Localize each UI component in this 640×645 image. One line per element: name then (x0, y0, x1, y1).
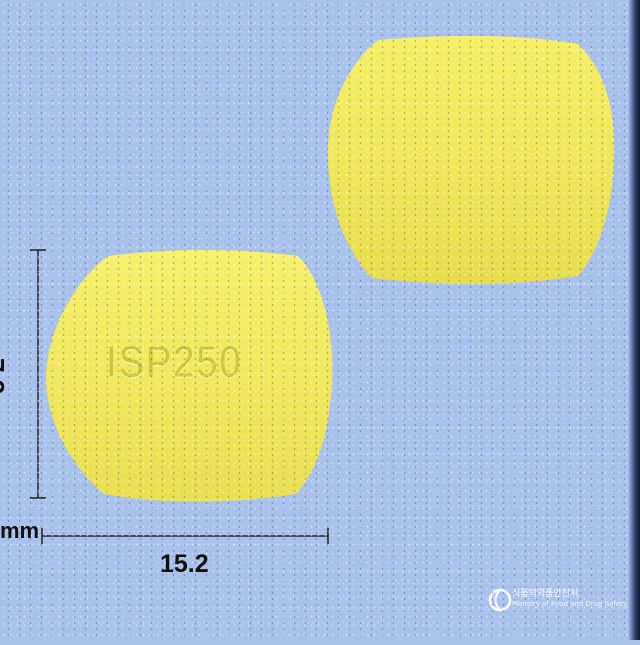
watermark: 식품의약품안전처 Ministry of Food and Drug Safet… (488, 584, 627, 620)
width-label: 7.2 (0, 358, 10, 395)
unit-label: mm (0, 518, 40, 543)
width-dimension-line (30, 249, 46, 499)
watermark-korean: 식품의약품안전처 (512, 589, 579, 599)
length-label: 15.2 (160, 550, 209, 578)
scan-edge (628, 0, 640, 640)
length-dimension-line (41, 528, 329, 544)
watermark-english: Ministry of Food and Drug Safety (512, 600, 628, 608)
tablet-imprint: ISP250 (106, 338, 243, 388)
tablet-back (327, 35, 615, 284)
